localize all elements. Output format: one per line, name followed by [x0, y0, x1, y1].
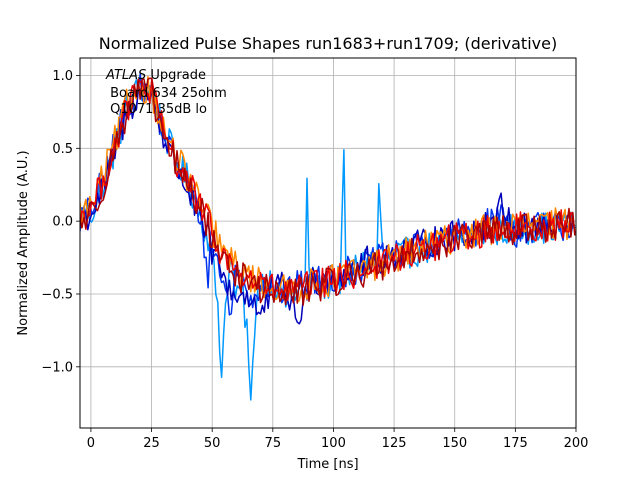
- x-tick-label: 25: [143, 436, 160, 451]
- plot-annotation: ATLAS Upgrade Board 634 25ohm Q1071 35dB…: [105, 68, 227, 117]
- annotation-line-2: Board 634 25ohm: [106, 86, 227, 101]
- x-axis-label: Time [ns]: [296, 457, 358, 472]
- annotation-line-3: Q1071 35dB lo: [106, 102, 207, 117]
- series-group: [80, 73, 576, 401]
- x-tick-label: 125: [382, 436, 407, 451]
- axis-ticks: 0 25 50 75 100 125 150 175 200 −1.0 −0.5 0.0 0.5 1.0: [41, 69, 588, 451]
- x-tick-label: 200: [564, 436, 589, 451]
- plot-series: [80, 73, 576, 401]
- chart-title: Normalized Pulse Shapes run1683+run1709;…: [99, 34, 557, 53]
- y-tick-label: 1.0: [52, 69, 73, 84]
- x-tick-label: 0: [87, 436, 95, 451]
- x-tick-label: 50: [204, 436, 221, 451]
- x-tick-label: 100: [321, 436, 346, 451]
- x-tick-label: 75: [265, 436, 282, 451]
- y-tick-label: −1.0: [41, 360, 73, 375]
- annotation-upgrade: Upgrade: [146, 68, 206, 83]
- x-tick-label: 175: [503, 436, 528, 451]
- series-line-pulse-dark-red: [80, 77, 576, 306]
- x-tick-label: 150: [442, 436, 467, 451]
- y-tick-label: −0.5: [41, 287, 73, 302]
- annotation-atlas: ATLAS: [105, 68, 146, 83]
- y-axis-label: Normalized Amplitude (A.U.): [16, 150, 31, 335]
- annotation-line-1: ATLAS Upgrade: [105, 68, 206, 83]
- plot-frame: [79, 57, 577, 429]
- y-tick-label: 0.5: [52, 142, 73, 157]
- series-line-pulse-dark-blue: [80, 83, 576, 325]
- y-tick-label: 0.0: [52, 215, 73, 230]
